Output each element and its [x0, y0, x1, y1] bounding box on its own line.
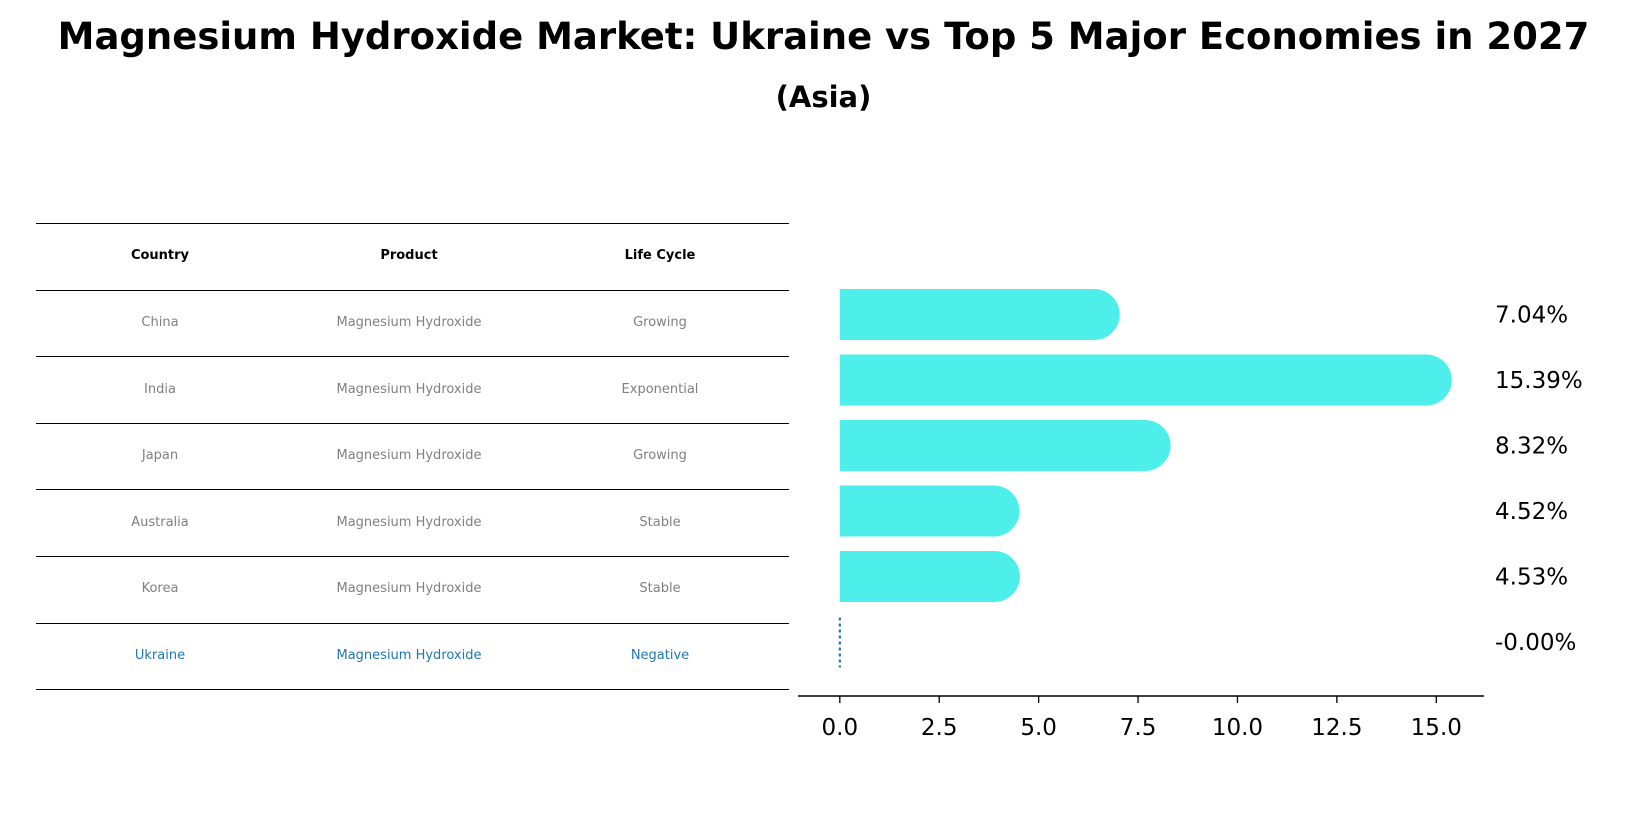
x-tick-label: 2.5	[921, 715, 958, 741]
table-divider	[36, 622, 789, 624]
bar-india	[839, 354, 1452, 406]
table-divider	[36, 289, 789, 291]
bar-value-label: 7.04%	[1495, 303, 1568, 329]
bar-korea	[839, 551, 1020, 602]
table-divider	[36, 356, 789, 358]
table-cell-country: India	[144, 381, 176, 397]
table-cell-product: Magnesium Hydroxide	[336, 647, 482, 663]
chart-subtitle: (Asia)	[775, 80, 872, 114]
table-header-cell: Life Cycle	[624, 248, 696, 264]
table-divider	[36, 556, 789, 557]
table-cell-life-cycle: Growing	[633, 314, 687, 330]
chart-title: Magnesium Hydroxide Market: Ukraine vs T…	[57, 15, 1590, 58]
bar-china	[839, 289, 1120, 340]
table-divider	[36, 422, 789, 424]
table-cell-life-cycle: Stable	[639, 581, 681, 597]
bar-value-label: 4.53%	[1495, 565, 1568, 591]
bar-value-label: 15.39%	[1495, 368, 1583, 394]
x-tick-label: 7.5	[1120, 715, 1157, 741]
table-header-cell: Country	[130, 248, 190, 264]
table-cell-product: Magnesium Hydroxide	[336, 314, 482, 330]
x-tick-label: 15.0	[1411, 715, 1462, 741]
table-cell-country: Australia	[131, 514, 189, 530]
table-divider	[36, 489, 789, 491]
table-cell-product: Magnesium Hydroxide	[336, 581, 482, 597]
x-tick-label: 10.0	[1212, 715, 1263, 741]
bar-japan	[839, 420, 1171, 471]
table-header-cell: Product	[380, 248, 438, 264]
table-divider	[36, 223, 789, 224]
table-cell-product: Magnesium Hydroxide	[336, 381, 482, 397]
table-cell-product: Magnesium Hydroxide	[336, 514, 482, 530]
table-cell-life-cycle: Stable	[639, 514, 681, 530]
table-cell-life-cycle: Exponential	[621, 381, 699, 397]
x-tick-label: 0.0	[822, 715, 859, 741]
table-cell-country: China	[141, 314, 179, 330]
table-cell-life-cycle: Negative	[630, 647, 690, 663]
x-tick-label: 12.5	[1311, 715, 1362, 741]
table-cell-country: Japan	[141, 448, 179, 464]
bar-value-label: 4.52%	[1495, 499, 1568, 525]
bar-value-label: -0.00%	[1495, 630, 1576, 656]
table-cell-product: Magnesium Hydroxide	[336, 448, 482, 464]
bar-australia	[839, 485, 1020, 537]
table-cell-life-cycle: Growing	[633, 448, 687, 464]
bar-value-label: 8.32%	[1495, 434, 1568, 460]
growth-bar-chart: 7.04% 15.39% 8.32% 4.52% 4.53% -0.00% 0.0 2.5 5.…	[798, 289, 1583, 741]
table-cell-country: Korea	[141, 581, 179, 597]
table-divider	[36, 689, 789, 691]
table-cell-country: Ukraine	[134, 647, 186, 663]
x-tick-label: 5.0	[1020, 715, 1057, 741]
